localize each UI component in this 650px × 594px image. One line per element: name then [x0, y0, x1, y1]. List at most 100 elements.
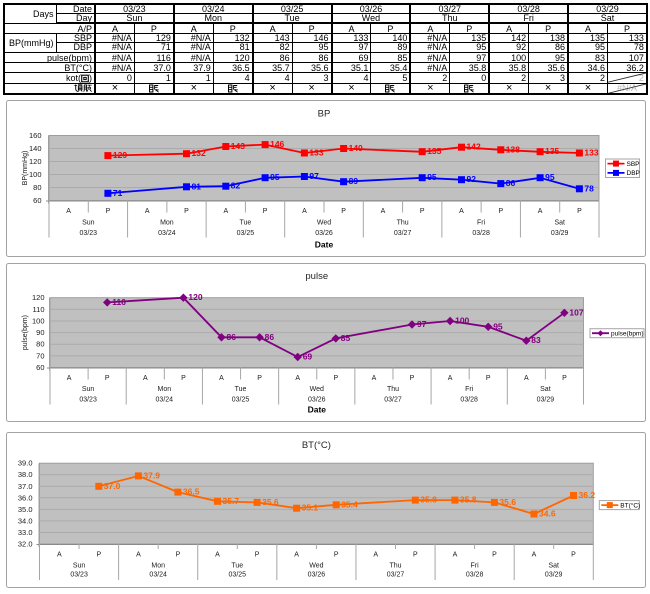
svg-text:146: 146 [270, 139, 284, 149]
svg-text:A: A [459, 208, 464, 215]
svg-text:120: 120 [188, 292, 202, 302]
svg-text:A: A [295, 375, 300, 382]
svg-text:03/28: 03/28 [460, 397, 478, 404]
svg-text:P: P [176, 552, 181, 559]
svg-text:95: 95 [493, 321, 503, 331]
svg-text:03/24: 03/24 [149, 572, 167, 579]
svg-text:107: 107 [569, 307, 583, 317]
svg-text:03/23: 03/23 [79, 397, 97, 404]
svg-text:Tue: Tue [235, 386, 247, 393]
svg-text:60: 60 [33, 196, 41, 205]
svg-text:03/25: 03/25 [232, 397, 250, 404]
svg-text:A: A [453, 552, 458, 559]
svg-text:P: P [96, 552, 101, 559]
svg-text:138: 138 [506, 144, 520, 154]
svg-text:Sat: Sat [548, 563, 559, 570]
svg-text:142: 142 [467, 142, 481, 152]
svg-text:Tue: Tue [231, 563, 243, 570]
svg-text:100: 100 [32, 317, 45, 326]
svg-text:129: 129 [113, 150, 127, 160]
svg-text:100: 100 [29, 170, 42, 179]
svg-text:97: 97 [309, 171, 319, 181]
svg-text:Mon: Mon [160, 220, 174, 227]
svg-text:143: 143 [231, 141, 245, 151]
svg-text:35.8: 35.8 [460, 495, 477, 505]
svg-text:A: A [145, 208, 150, 215]
svg-text:Tue: Tue [239, 220, 251, 227]
svg-text:Thu: Thu [389, 563, 401, 570]
svg-text:A: A [372, 375, 377, 382]
svg-text:89: 89 [349, 176, 359, 186]
svg-text:03/23: 03/23 [80, 230, 98, 237]
svg-text:116: 116 [112, 297, 126, 307]
svg-text:Date: Date [308, 405, 327, 415]
svg-text:A: A [294, 552, 299, 559]
svg-text:A: A [66, 208, 71, 215]
svg-text:Mon: Mon [151, 563, 165, 570]
svg-text:P: P [577, 208, 582, 215]
svg-text:03/29: 03/29 [545, 572, 563, 579]
svg-text:A: A [538, 208, 543, 215]
svg-text:P: P [341, 208, 346, 215]
svg-text:37.0: 37.0 [18, 482, 33, 491]
svg-text:A: A [143, 375, 148, 382]
svg-text:90: 90 [36, 328, 44, 337]
svg-text:03/27: 03/27 [394, 230, 412, 237]
svg-text:A: A [373, 552, 378, 559]
svg-text:60: 60 [36, 363, 44, 372]
svg-text:A: A [67, 375, 72, 382]
svg-text:95: 95 [270, 172, 280, 182]
svg-text:80: 80 [33, 183, 41, 192]
svg-text:Thu: Thu [387, 386, 399, 393]
svg-text:BP: BP [318, 109, 331, 120]
svg-text:A: A [381, 208, 386, 215]
svg-text:32.0: 32.0 [18, 540, 33, 549]
svg-text:Thu: Thu [397, 220, 409, 227]
svg-text:03/24: 03/24 [156, 397, 174, 404]
svg-text:P: P [492, 552, 497, 559]
svg-text:03/26: 03/26 [308, 572, 326, 579]
svg-text:P: P [255, 552, 260, 559]
svg-text:Sun: Sun [73, 563, 86, 570]
svg-text:Mon: Mon [157, 386, 171, 393]
svg-text:83: 83 [531, 335, 541, 345]
svg-text:P: P [257, 375, 262, 382]
svg-text:34.6: 34.6 [539, 509, 556, 519]
svg-text:A: A [215, 552, 220, 559]
svg-text:SBP: SBP [627, 161, 640, 168]
svg-text:P: P [263, 208, 268, 215]
svg-text:P: P [413, 552, 418, 559]
svg-text:Fri: Fri [471, 563, 480, 570]
svg-text:35.7: 35.7 [223, 496, 240, 506]
svg-text:86: 86 [506, 178, 516, 188]
svg-text:Sun: Sun [82, 386, 95, 393]
svg-text:BT(°C): BT(°C) [620, 501, 640, 509]
svg-text:P: P [184, 208, 189, 215]
svg-text:135: 135 [545, 146, 559, 156]
svg-text:A: A [448, 375, 453, 382]
svg-text:A: A [57, 552, 62, 559]
svg-text:110: 110 [33, 305, 45, 314]
svg-text:71: 71 [113, 188, 123, 198]
svg-text:03/25: 03/25 [229, 572, 247, 579]
svg-text:P: P [420, 208, 425, 215]
svg-text:Fri: Fri [477, 220, 486, 227]
svg-text:160: 160 [29, 131, 42, 140]
svg-text:37.0: 37.0 [104, 481, 121, 491]
svg-text:135: 135 [427, 146, 441, 156]
svg-text:03/24: 03/24 [158, 230, 176, 237]
svg-text:03/27: 03/27 [384, 397, 402, 404]
svg-text:P: P [410, 375, 415, 382]
svg-text:100: 100 [455, 316, 469, 326]
svg-text:35.1: 35.1 [302, 503, 319, 513]
svg-text:132: 132 [192, 148, 206, 158]
svg-text:86: 86 [265, 332, 275, 342]
svg-text:P: P [486, 375, 491, 382]
svg-text:Sun: Sun [82, 220, 95, 227]
svg-text:A: A [524, 375, 529, 382]
svg-text:BP(mmHg): BP(mmHg) [22, 151, 29, 186]
svg-text:Wed: Wed [317, 220, 331, 227]
svg-text:85: 85 [341, 333, 351, 343]
svg-text:120: 120 [32, 293, 45, 302]
svg-text:95: 95 [427, 172, 437, 182]
